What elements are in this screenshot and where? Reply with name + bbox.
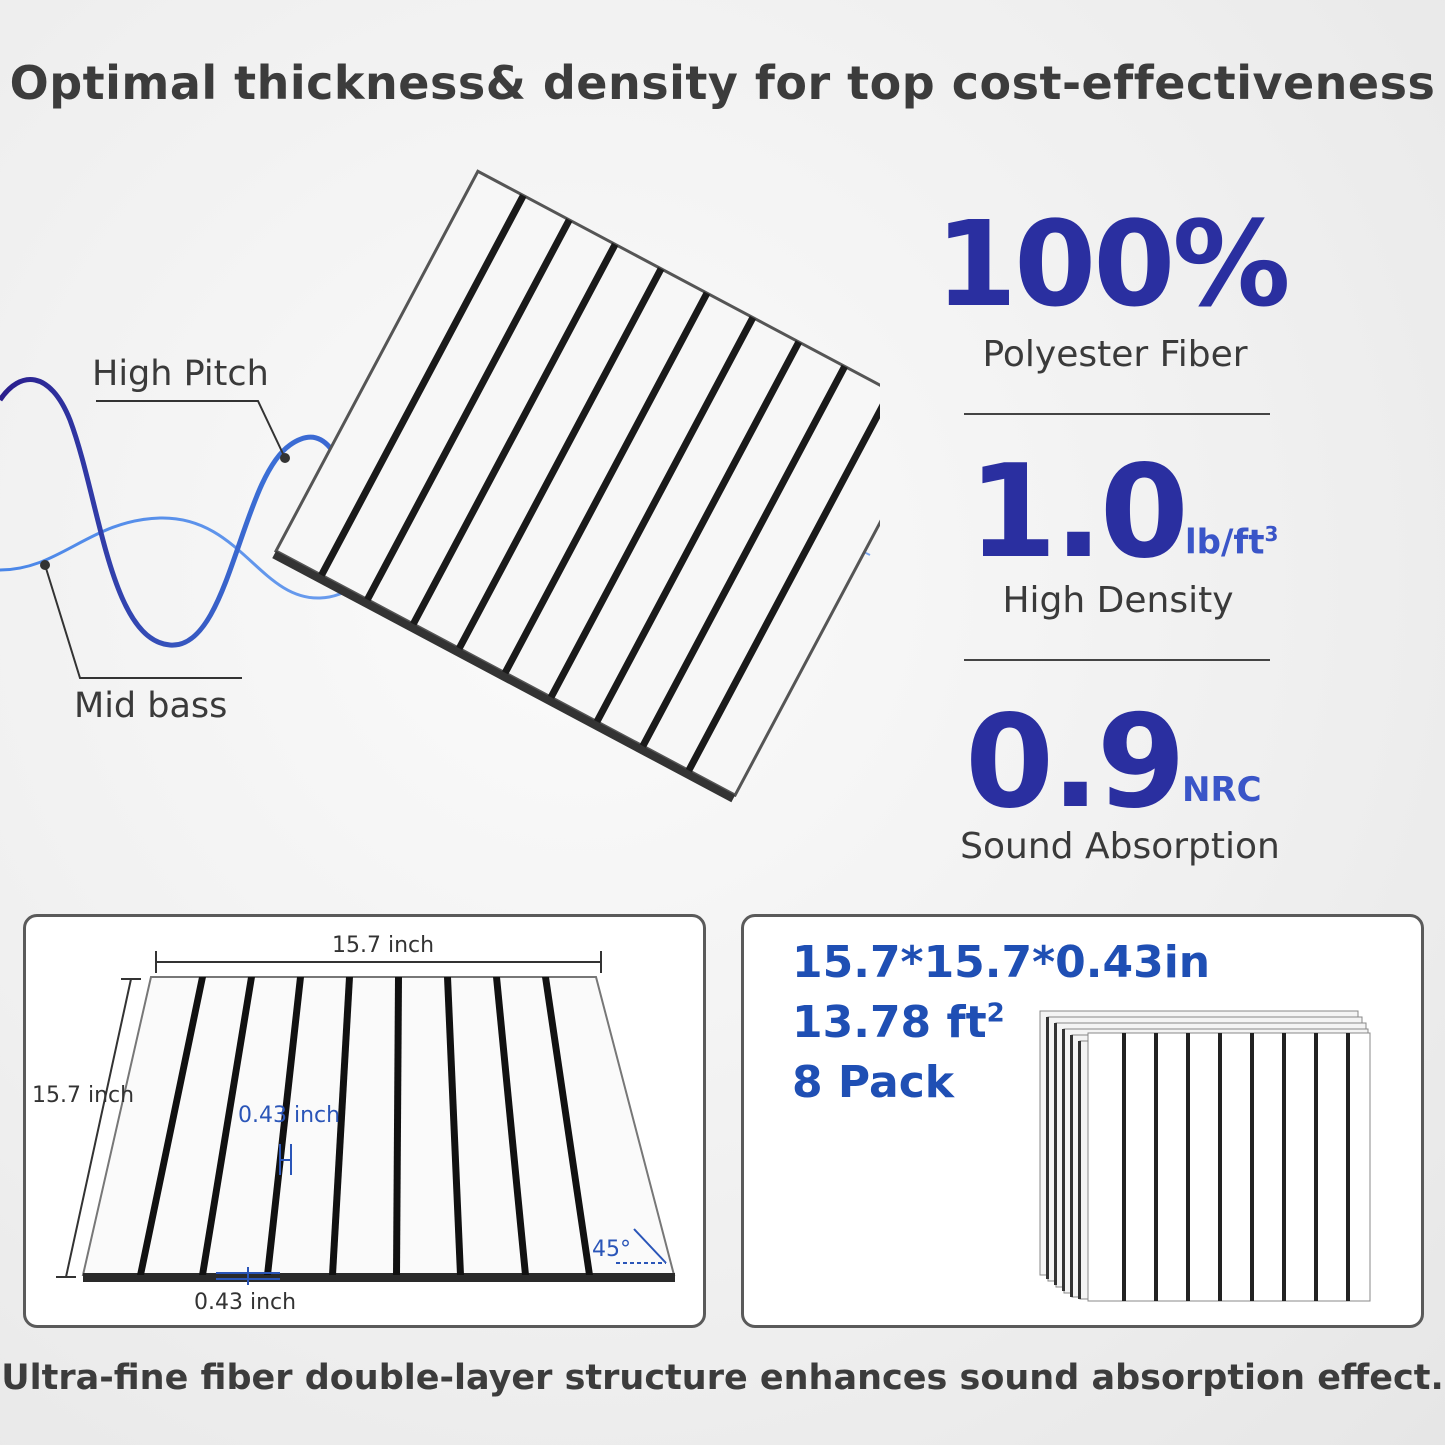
stat-divider-1 <box>964 413 1270 415</box>
high-pitch-label: High Pitch <box>92 354 269 394</box>
stat-unit-density-text: lb/ft <box>1185 522 1265 563</box>
dimension-panel: 15.7 inch 15.7 inch 0.43 inch 0.43 inch … <box>23 914 706 1328</box>
stat-value-polyester: 100% <box>935 195 1291 333</box>
panel-front-drawing <box>56 951 676 1285</box>
spec-area: 13.78 ft2 <box>792 997 1005 1048</box>
stat-unit-density-sup: 3 <box>1264 522 1279 546</box>
mid-bass-label: Mid bass <box>74 686 228 726</box>
spec-pack: 8 Pack <box>792 1057 955 1108</box>
headline: Optimal thickness& density for top cost-… <box>9 56 1436 110</box>
width-dimension-label: 15.7 inch <box>332 933 435 958</box>
spec-area-text: 13.78 ft <box>792 997 987 1048</box>
stacked-panels-illustration <box>1039 1010 1371 1302</box>
stat-caption-nrc: Sound Absorption <box>960 826 1280 867</box>
thickness-label: 0.43 inch <box>194 1290 297 1315</box>
spec-size: 15.7*15.7*0.43in <box>792 937 1211 988</box>
groove-width-label: 0.43 inch <box>238 1103 341 1128</box>
stat-divider-2 <box>964 659 1270 661</box>
stat-unit-nrc: NRC <box>1182 770 1262 810</box>
footer-caption: Ultra-fine fiber double-layer structure … <box>1 1358 1444 1398</box>
stat-unit-density: lb/ft3 <box>1185 522 1278 562</box>
mid-bass-dot <box>40 560 50 570</box>
stat-value-density: 1.0 <box>968 438 1189 587</box>
high-pitch-dot <box>280 453 290 463</box>
spec-area-sup: 2 <box>986 998 1005 1029</box>
stat-caption-polyester: Polyester Fiber <box>982 334 1248 375</box>
high-pitch-leader <box>96 400 286 459</box>
spec-panel: 15.7*15.7*0.43in 13.78 ft2 8 Pack <box>741 914 1424 1328</box>
mid-bass-leader <box>44 564 242 679</box>
tilted-panel <box>272 169 880 803</box>
stat-caption-density: High Density <box>1002 580 1234 621</box>
angle-label: 45° <box>592 1237 631 1262</box>
wave-panel-illustration <box>0 169 880 803</box>
stat-value-nrc: 0.9 <box>965 688 1186 837</box>
height-dimension-label: 15.7 inch <box>32 1083 135 1108</box>
